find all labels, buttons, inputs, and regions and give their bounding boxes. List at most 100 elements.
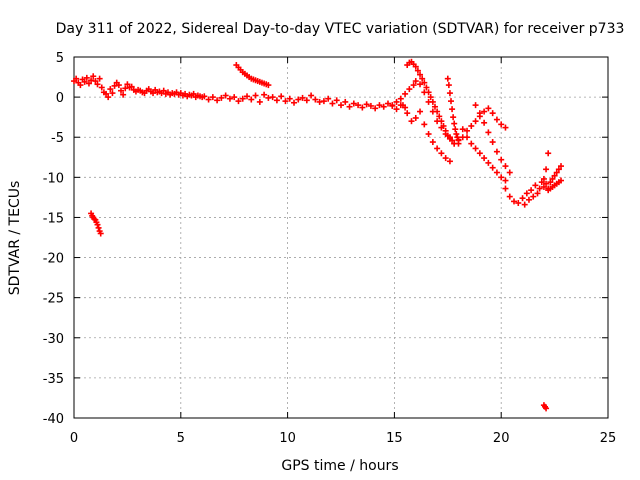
data-point bbox=[515, 200, 522, 207]
data-point bbox=[468, 122, 475, 129]
data-point bbox=[92, 78, 99, 85]
data-point bbox=[209, 94, 216, 101]
y-tick-label: -20 bbox=[43, 252, 64, 267]
data-point bbox=[438, 118, 445, 125]
data-point bbox=[363, 101, 370, 108]
data-point bbox=[404, 110, 411, 117]
data-point bbox=[442, 127, 449, 134]
data-point bbox=[408, 118, 415, 125]
data-point bbox=[412, 63, 419, 70]
data-point bbox=[498, 121, 505, 128]
y-tick-label: -35 bbox=[43, 372, 64, 387]
data-point bbox=[252, 92, 259, 99]
data-point bbox=[96, 75, 103, 82]
series-cluster-21h bbox=[502, 150, 552, 208]
data-point bbox=[412, 114, 419, 121]
series-early-dip bbox=[88, 210, 104, 237]
data-point bbox=[472, 118, 479, 125]
data-point bbox=[94, 221, 101, 228]
data-point bbox=[502, 163, 509, 170]
data-point bbox=[446, 90, 453, 97]
data-point bbox=[427, 94, 434, 101]
data-point bbox=[73, 75, 80, 82]
data-point bbox=[453, 131, 460, 138]
data-point bbox=[77, 82, 84, 89]
data-point bbox=[244, 93, 251, 100]
axis-ticks bbox=[73, 56, 609, 419]
x-tick-label: 25 bbox=[600, 431, 617, 446]
data-point bbox=[498, 156, 505, 163]
x-axis-title: GPS time / hours bbox=[281, 458, 398, 474]
data-point bbox=[445, 82, 452, 89]
data-point bbox=[282, 98, 289, 105]
data-point bbox=[525, 196, 532, 203]
data-point bbox=[325, 95, 332, 102]
data-point bbox=[117, 87, 124, 94]
data-point bbox=[489, 139, 496, 146]
data-point bbox=[320, 98, 327, 105]
data-point bbox=[265, 82, 272, 89]
data-point bbox=[338, 102, 344, 109]
y-axis-tick-labels: 5 0 -5 -10 -15 -20 -25 -30 -35 -40 bbox=[43, 51, 64, 427]
data-point bbox=[423, 84, 430, 91]
data-point bbox=[476, 150, 483, 157]
data-point bbox=[107, 86, 114, 93]
data-point bbox=[410, 82, 417, 89]
data-point bbox=[312, 96, 319, 103]
data-point bbox=[549, 175, 556, 182]
data-point bbox=[256, 98, 263, 105]
series-post-15h-6 bbox=[459, 126, 509, 184]
series-outlier-22h bbox=[540, 402, 550, 412]
data-point bbox=[261, 91, 268, 98]
data-point bbox=[269, 94, 276, 101]
data-point bbox=[359, 104, 366, 111]
data-point bbox=[393, 98, 400, 105]
data-point bbox=[521, 201, 528, 208]
data-point bbox=[452, 126, 459, 133]
data-point bbox=[122, 85, 129, 92]
data-point bbox=[115, 82, 122, 89]
data-point bbox=[558, 163, 565, 170]
series-cluster-22h-b bbox=[545, 177, 565, 194]
data-point bbox=[278, 93, 285, 100]
data-point bbox=[538, 179, 545, 186]
series-post-15h-4 bbox=[444, 75, 462, 143]
data-point bbox=[450, 114, 457, 121]
data-point bbox=[111, 82, 118, 89]
data-point bbox=[481, 155, 488, 162]
data-point bbox=[299, 94, 306, 101]
data-point bbox=[493, 169, 500, 176]
data-point bbox=[553, 169, 560, 176]
series-cluster-22h bbox=[540, 163, 565, 192]
data-point bbox=[429, 98, 436, 105]
data-point bbox=[389, 102, 396, 109]
data-point bbox=[519, 195, 526, 202]
series-post-15h-3 bbox=[399, 102, 453, 165]
data-point bbox=[530, 193, 537, 200]
data-point bbox=[316, 98, 323, 105]
data-point bbox=[421, 121, 428, 128]
grid bbox=[74, 57, 608, 418]
data-point bbox=[421, 79, 428, 86]
y-tick-label: -15 bbox=[43, 211, 64, 226]
data-point bbox=[464, 134, 471, 141]
data-point bbox=[425, 89, 432, 96]
data-point bbox=[472, 102, 479, 109]
data-point bbox=[97, 230, 104, 237]
plot-frame bbox=[73, 56, 609, 419]
data-point bbox=[476, 110, 483, 117]
data-point bbox=[419, 75, 426, 82]
data-point bbox=[105, 94, 112, 101]
data-point bbox=[393, 106, 400, 113]
series-post-15h-5 bbox=[455, 105, 509, 147]
y-tick-label: -40 bbox=[43, 412, 64, 427]
data-point bbox=[397, 95, 404, 102]
data-point bbox=[273, 97, 280, 104]
data-point bbox=[402, 90, 409, 97]
data-point bbox=[431, 103, 438, 110]
data-point bbox=[543, 405, 550, 412]
data-point bbox=[451, 120, 458, 127]
data-point bbox=[459, 126, 466, 133]
x-tick-label: 15 bbox=[386, 431, 403, 446]
data-point bbox=[103, 90, 110, 97]
